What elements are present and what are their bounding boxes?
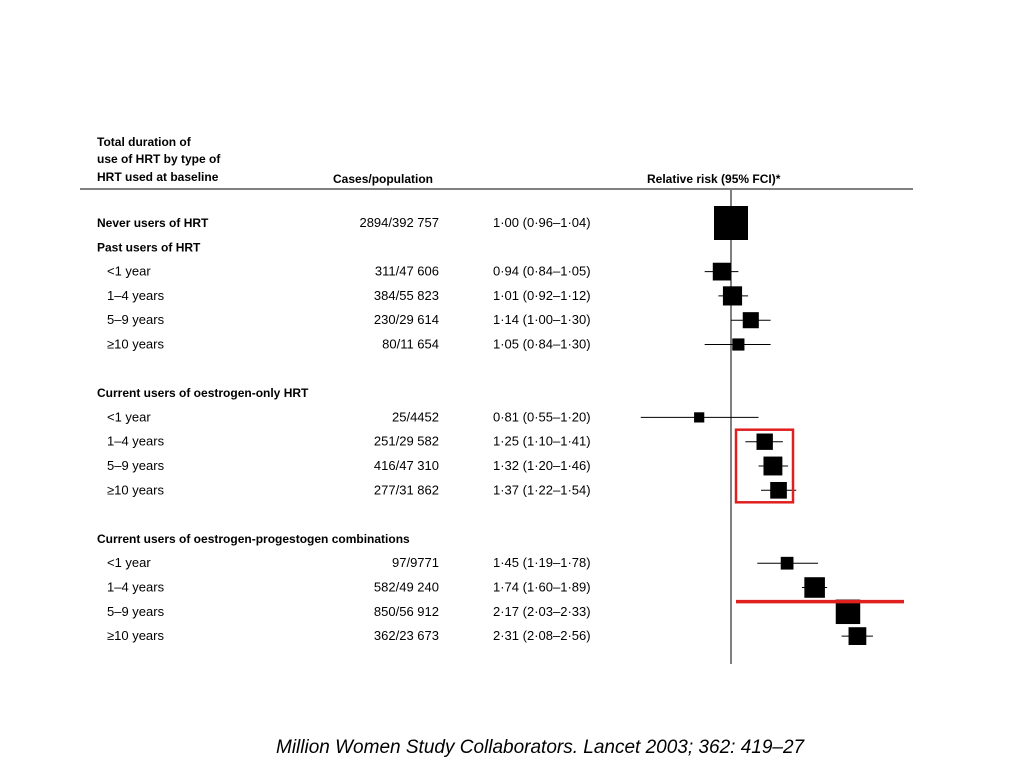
row-cases: 362/23 673 xyxy=(374,628,439,643)
estimate-marker xyxy=(770,481,787,499)
table-row: Never users of HRT 2894/392 757 1·00 (0·96… xyxy=(97,215,591,230)
table-row: 5–9 years 230/29 614 1·14 (1·00–1·30) xyxy=(107,312,591,327)
row-label: <1 year xyxy=(107,264,151,279)
row-cases: 582/49 240 xyxy=(374,580,439,595)
table-row: 1–4 years 251/29 582 1·25 (1·10–1·41) xyxy=(107,434,591,449)
estimate-marker xyxy=(804,577,825,598)
table-row: <1 year 97/9771 1·45 (1·19–1·78) xyxy=(107,555,591,570)
row-ci-text: 1·14 (1·00–1·30) xyxy=(493,312,591,327)
row-cases: 850/56 912 xyxy=(374,604,439,619)
row-cases: 251/29 582 xyxy=(374,434,439,449)
table-row: ≥10 years 277/31 862 1·37 (1·22–1·54) xyxy=(107,482,591,497)
row-label: <1 year xyxy=(107,409,151,424)
row-label: 1–4 years xyxy=(107,580,165,595)
estimate-marker xyxy=(722,286,743,306)
row-label: 5–9 years xyxy=(107,458,165,473)
estimate-marker xyxy=(712,262,731,281)
row-ci-text: 2·17 (2·03–2·33) xyxy=(493,604,591,619)
estimate-marker xyxy=(694,412,705,423)
group-heading: Current users of oestrogen-only HRT xyxy=(97,386,309,400)
row-label: ≥10 years xyxy=(107,482,164,497)
row-label: ≥10 years xyxy=(107,628,164,643)
row-ci-text: 2·31 (2·08–2·56) xyxy=(493,628,591,643)
row-cases: 80/11 654 xyxy=(382,337,439,352)
category-header-line-2: use of HRT by type of xyxy=(97,152,221,166)
estimate-marker xyxy=(714,206,748,240)
row-ci-text: 1·74 (1·60–1·89) xyxy=(493,580,591,595)
group-heading: Current users of oestrogen-progestogen c… xyxy=(97,532,410,546)
table-row: 1–4 years 384/55 823 1·01 (0·92–1·12) xyxy=(107,288,591,303)
row-label: 5–9 years xyxy=(107,604,165,619)
group-heading: Past users of HRT xyxy=(97,240,201,254)
row-ci-text: 1·00 (0·96–1·04) xyxy=(493,215,591,230)
table-row: ≥10 years 80/11 654 1·05 (0·84–1·30) xyxy=(107,337,591,352)
category-header-line-3: HRT used at baseline xyxy=(97,170,219,184)
row-cases: 230/29 614 xyxy=(374,312,439,327)
estimate-marker xyxy=(848,627,867,645)
highlight-box xyxy=(734,428,795,504)
row-ci-text: 1·05 (0·84–1·30) xyxy=(493,337,591,352)
citation: Million Women Study Collaborators. Lance… xyxy=(276,737,805,758)
row-label: <1 year xyxy=(107,555,151,570)
row-ci-text: 1·37 (1·22–1·54) xyxy=(493,482,591,497)
highlight-annotations xyxy=(734,428,904,604)
estimate-marker xyxy=(763,456,783,476)
cases-header: Cases/population xyxy=(333,172,433,186)
row-ci-text: 1·01 (0·92–1·12) xyxy=(493,288,591,303)
estimate-marker xyxy=(756,433,773,450)
row-ci-text: 1·32 (1·20–1·46) xyxy=(493,458,591,473)
relative-risk-header: Relative risk (95% FCI)* xyxy=(647,172,781,186)
row-cases: 311/47 606 xyxy=(375,264,439,279)
row-ci-text: 0·94 (0·84–1·05) xyxy=(493,264,591,279)
column-headers: Total duration of use of HRT by type of … xyxy=(97,135,781,186)
row-cases: 277/31 862 xyxy=(374,482,439,497)
estimate-marker xyxy=(742,312,759,329)
row-label: Never users of HRT xyxy=(97,216,209,230)
estimate-marker xyxy=(732,338,745,351)
estimate-marker xyxy=(835,599,861,625)
row-label: ≥10 years xyxy=(107,337,164,352)
row-cases: 416/47 310 xyxy=(374,458,439,473)
row-ci-text: 1·25 (1·10–1·41) xyxy=(493,434,591,449)
table-row: 1–4 years 582/49 240 1·74 (1·60–1·89) xyxy=(107,580,591,595)
plot-marks xyxy=(640,206,873,645)
row-cases: 25/4452 xyxy=(392,409,439,424)
table-row: 5–9 years 850/56 912 2·17 (2·03–2·33) xyxy=(107,604,591,619)
row-label: 1–4 years xyxy=(107,288,165,303)
table-rows: Never users of HRT 2894/392 757 1·00 (0·96… xyxy=(97,215,591,643)
table-row: 5–9 years 416/47 310 1·32 (1·20–1·46) xyxy=(107,458,591,473)
row-label: 1–4 years xyxy=(107,434,165,449)
row-ci-text: 1·45 (1·19–1·78) xyxy=(493,555,591,570)
row-label: 5–9 years xyxy=(107,312,165,327)
row-ci-text: 0·81 (0·55–1·20) xyxy=(493,409,591,424)
estimate-marker xyxy=(780,556,794,570)
table-row: ≥10 years 362/23 673 2·31 (2·08–2·56) xyxy=(107,628,591,643)
row-cases: 2894/392 757 xyxy=(359,215,439,230)
table-row: <1 year 311/47 606 0·94 (0·84–1·05) xyxy=(107,264,591,279)
table-row: <1 year 25/4452 0·81 (0·55–1·20) xyxy=(107,409,591,424)
category-header-line-1: Total duration of xyxy=(97,135,192,149)
row-cases: 384/55 823 xyxy=(374,288,439,303)
row-cases: 97/9771 xyxy=(392,555,439,570)
